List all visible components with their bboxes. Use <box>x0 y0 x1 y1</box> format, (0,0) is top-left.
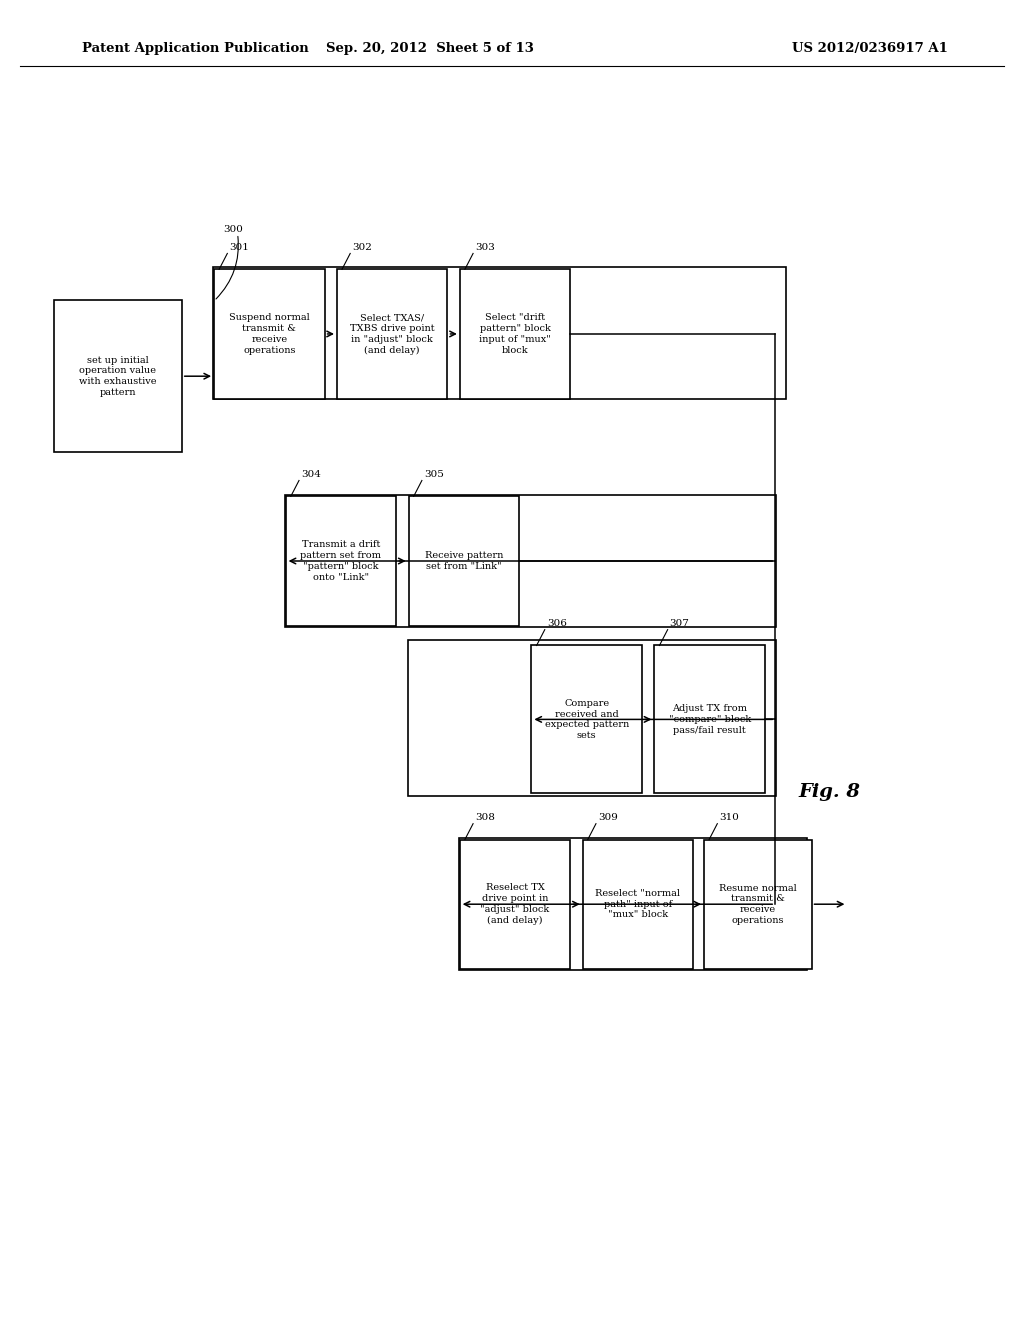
Text: Reselect TX
drive point in
"adjust" block
(and delay): Reselect TX drive point in "adjust" bloc… <box>480 883 550 925</box>
Text: Suspend normal
transmit &
receive
operations: Suspend normal transmit & receive operat… <box>229 313 309 355</box>
Bar <box>337 269 447 399</box>
Text: 305: 305 <box>424 470 443 479</box>
Text: Transmit a drift
pattern set from
"pattern" block
onto "Link": Transmit a drift pattern set from "patte… <box>300 540 382 582</box>
Text: Compare
received and
expected pattern
sets: Compare received and expected pattern se… <box>545 698 629 741</box>
Text: 309: 309 <box>598 813 617 822</box>
Bar <box>531 645 642 793</box>
Bar <box>285 495 776 627</box>
Text: Patent Application Publication: Patent Application Publication <box>82 42 308 55</box>
Bar <box>286 496 396 626</box>
Text: 307: 307 <box>670 619 689 628</box>
Text: US 2012/0236917 A1: US 2012/0236917 A1 <box>793 42 948 55</box>
Bar <box>460 269 570 399</box>
Text: Adjust TX from
"compare" block
pass/fail result: Adjust TX from "compare" block pass/fail… <box>669 704 751 735</box>
Text: Select "drift
pattern" block
input of "mux"
block: Select "drift pattern" block input of "m… <box>479 313 551 355</box>
Bar <box>214 269 325 399</box>
Bar <box>583 840 693 969</box>
Bar <box>705 840 811 969</box>
Text: Sep. 20, 2012  Sheet 5 of 13: Sep. 20, 2012 Sheet 5 of 13 <box>326 42 535 55</box>
Text: Select TXAS/
TXBS drive point
in "adjust" block
(and delay): Select TXAS/ TXBS drive point in "adjust… <box>350 313 434 355</box>
Text: Reselect "normal
path" input of
"mux" block: Reselect "normal path" input of "mux" bl… <box>595 888 681 920</box>
Bar <box>654 645 765 793</box>
Text: 304: 304 <box>301 470 321 479</box>
Bar <box>408 640 776 796</box>
Text: 301: 301 <box>229 243 249 252</box>
Bar <box>460 840 570 969</box>
Text: 306: 306 <box>547 619 566 628</box>
Bar <box>213 267 786 399</box>
Bar <box>459 838 807 970</box>
Text: 310: 310 <box>719 813 739 822</box>
Text: Receive pattern
set from "Link": Receive pattern set from "Link" <box>425 552 503 570</box>
Text: 300: 300 <box>223 224 243 234</box>
Bar <box>409 496 519 626</box>
Text: 308: 308 <box>475 813 495 822</box>
Text: 302: 302 <box>352 243 372 252</box>
Text: Fig. 8: Fig. 8 <box>799 783 861 801</box>
Bar <box>54 301 182 451</box>
Text: Resume normal
transmit &
receive
operations: Resume normal transmit & receive operati… <box>719 883 797 925</box>
Text: 303: 303 <box>475 243 495 252</box>
Text: set up initial
operation value
with exhaustive
pattern: set up initial operation value with exha… <box>79 355 157 397</box>
